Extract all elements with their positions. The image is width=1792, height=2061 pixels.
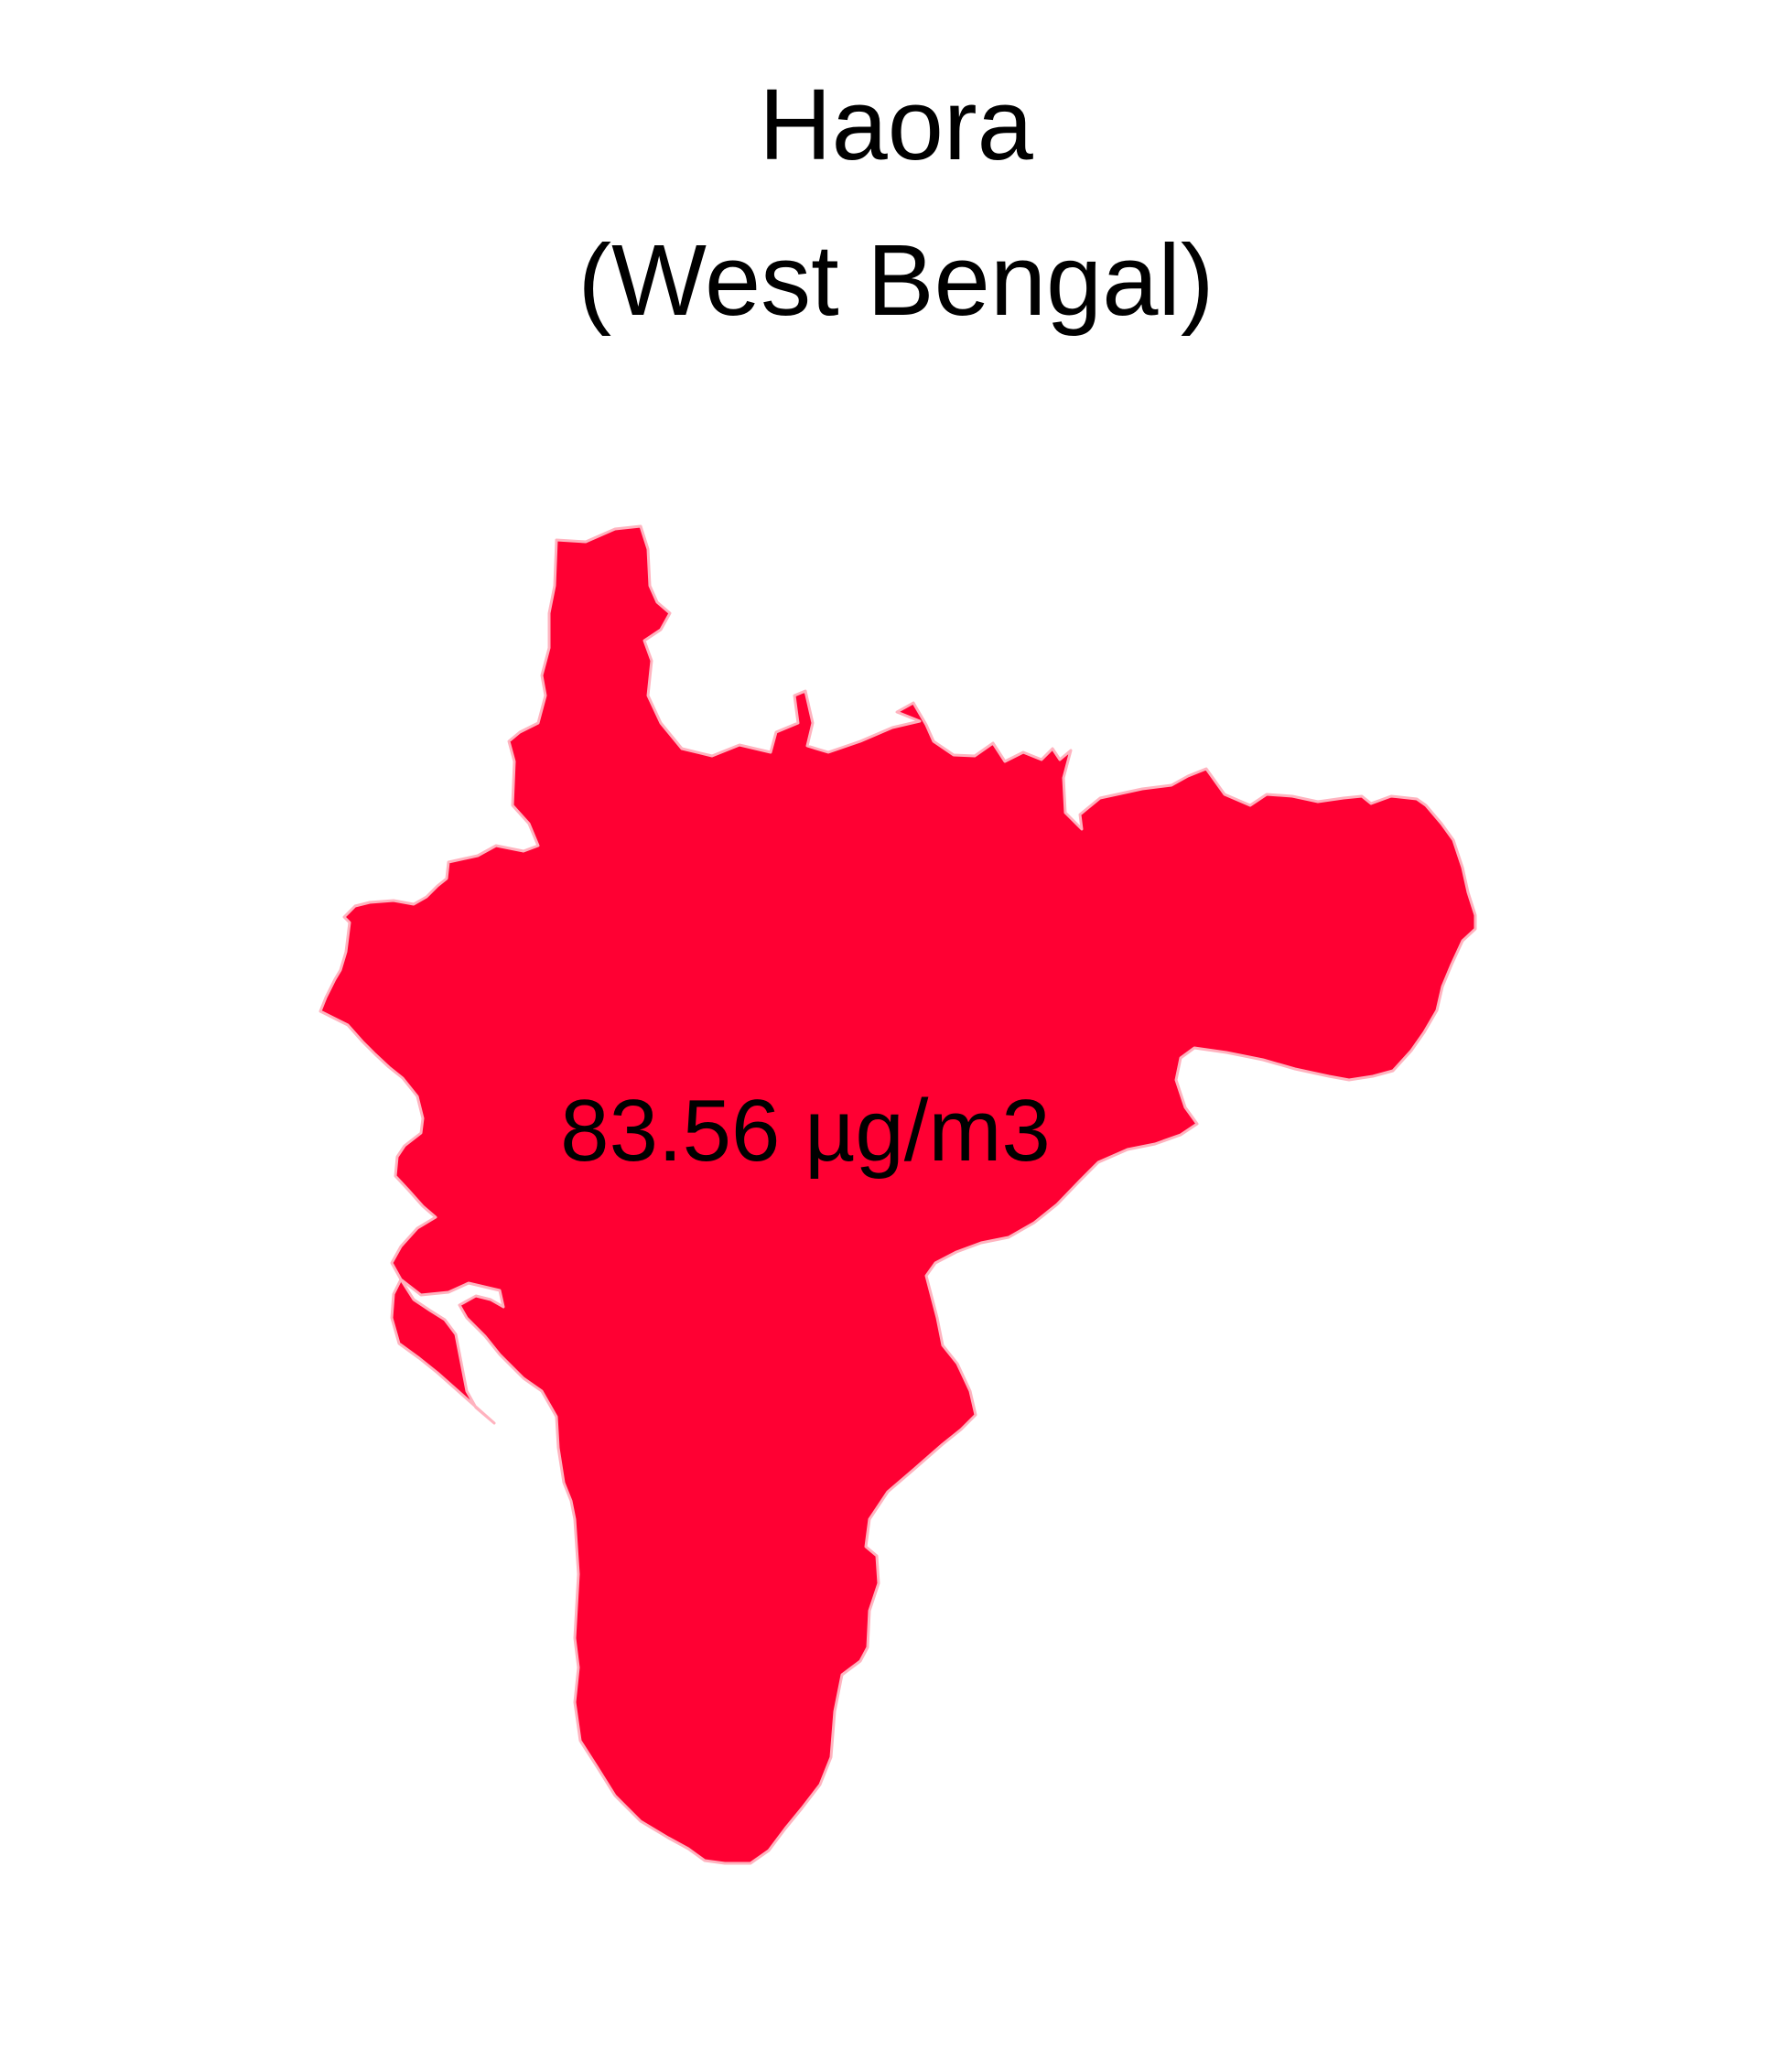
value-label: 83.56 µg/m3 — [560, 1082, 1051, 1180]
district-shape-haora — [318, 524, 1477, 1865]
map-subtitle: (West Bengal) — [578, 224, 1214, 337]
map-title: Haora — [759, 69, 1033, 181]
